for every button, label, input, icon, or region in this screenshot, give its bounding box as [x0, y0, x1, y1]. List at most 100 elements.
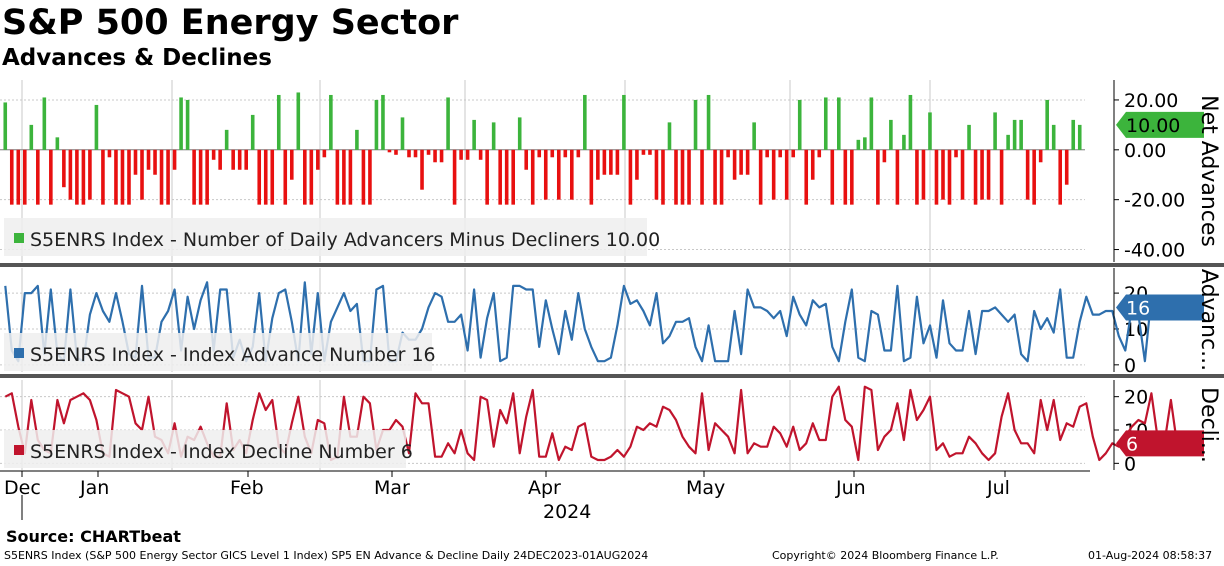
bar: [641, 149, 646, 155]
bar: [1006, 134, 1010, 150]
bar: [49, 149, 53, 205]
y-tick-label: 0: [1124, 355, 1136, 377]
bar: [960, 149, 965, 200]
bar: [426, 149, 431, 155]
bar: [224, 129, 229, 150]
bar: [94, 104, 99, 150]
footer-copyright: Copyright© 2024 Bloomberg Finance L.P.: [772, 549, 999, 562]
bar: [127, 149, 131, 205]
x-tick-label: Apr: [528, 477, 561, 499]
bar: [498, 149, 502, 205]
legend-box: [4, 218, 647, 256]
bar: [244, 149, 248, 170]
bar: [823, 97, 828, 150]
bar: [491, 122, 496, 150]
bar: [452, 149, 457, 205]
bar: [218, 149, 222, 170]
y-axis-title: Decli...: [1196, 387, 1221, 463]
bar: [355, 129, 359, 150]
bar: [556, 149, 561, 200]
x-tick-label: Feb: [230, 477, 264, 499]
bar: [1064, 149, 1069, 185]
bar: [850, 149, 854, 205]
y-tick-label: -20.00: [1124, 190, 1185, 212]
bar: [908, 94, 913, 150]
bar: [934, 149, 939, 205]
bar: [237, 149, 242, 170]
bar: [387, 149, 392, 153]
bar: [348, 149, 353, 205]
bar: [29, 124, 34, 150]
bar: [700, 149, 704, 205]
bar: [1012, 119, 1017, 150]
bar: [667, 122, 672, 150]
bar: [270, 149, 275, 205]
bar: [758, 149, 763, 205]
bar: [446, 97, 450, 150]
series-line: [4, 385, 1185, 462]
bar: [550, 149, 555, 158]
bar: [42, 97, 47, 150]
bar: [1032, 149, 1036, 205]
bar: [329, 94, 333, 150]
bar: [289, 149, 294, 180]
x-tick-label: Mar: [374, 477, 410, 499]
bar: [296, 92, 301, 150]
last-value-tag: [1116, 111, 1204, 138]
bar: [869, 97, 874, 150]
bar: [1045, 99, 1049, 150]
bar: [133, 149, 138, 175]
x-tick-label: Dec: [4, 477, 41, 499]
bar: [680, 149, 685, 205]
bar: [810, 149, 815, 180]
bar: [967, 124, 971, 150]
legend-text: S5ENRS Index - Number of Daily Advancers…: [30, 229, 660, 251]
bar: [504, 149, 509, 205]
bar: [172, 149, 177, 170]
bar: [439, 149, 444, 163]
bar: [22, 149, 27, 205]
bar: [954, 149, 958, 158]
bar: [3, 102, 8, 150]
legend-box: [4, 430, 406, 468]
bar: [1077, 124, 1082, 150]
bar: [837, 97, 841, 150]
bar: [511, 149, 515, 205]
bar: [771, 149, 776, 200]
y-tick-label: 20: [1124, 387, 1148, 409]
y-axis-title: Advanc...: [1196, 269, 1221, 371]
bar: [863, 137, 867, 150]
bar: [583, 94, 587, 150]
bar: [941, 149, 945, 200]
bar: [205, 149, 209, 205]
bar: [719, 149, 724, 205]
bar: [635, 149, 639, 180]
bar: [713, 149, 717, 205]
bar: [804, 149, 809, 205]
bar: [316, 149, 320, 170]
bar: [114, 149, 118, 205]
bar: [250, 114, 255, 150]
bar: [153, 149, 157, 175]
bar: [276, 94, 281, 150]
bar: [752, 122, 756, 150]
bar: [570, 149, 574, 200]
bar: [55, 137, 60, 150]
bar: [335, 149, 340, 205]
bar: [68, 149, 73, 200]
bar: [687, 149, 691, 205]
footer-timestamp: 01-Aug-2024 08:58:37: [1088, 549, 1213, 562]
bar: [765, 149, 769, 158]
bar: [420, 149, 424, 190]
bar: [973, 149, 978, 205]
legend-text: S5ENRS Index - Index Advance Number 16: [30, 344, 436, 366]
legend-swatch: [14, 445, 24, 455]
bar: [62, 149, 66, 188]
bar: [36, 149, 40, 205]
bar: [791, 149, 796, 158]
bar: [1038, 149, 1043, 163]
bar: [693, 99, 698, 150]
bar: [615, 149, 620, 175]
bar: [517, 117, 522, 150]
bar: [628, 149, 633, 205]
